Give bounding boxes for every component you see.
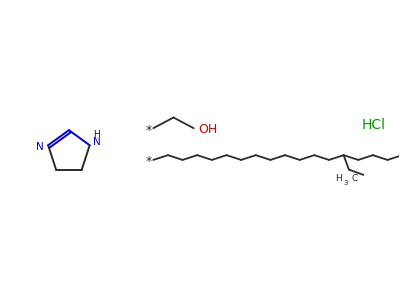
Text: C: C <box>352 174 358 183</box>
Text: *: * <box>145 155 152 168</box>
Text: H: H <box>93 130 100 139</box>
Text: *: * <box>145 124 152 137</box>
Text: HCl: HCl <box>362 118 386 132</box>
Text: 3: 3 <box>344 181 348 187</box>
Text: H: H <box>335 174 342 183</box>
Text: N: N <box>93 137 100 147</box>
Text: OH: OH <box>199 123 218 136</box>
Text: N: N <box>36 142 44 152</box>
